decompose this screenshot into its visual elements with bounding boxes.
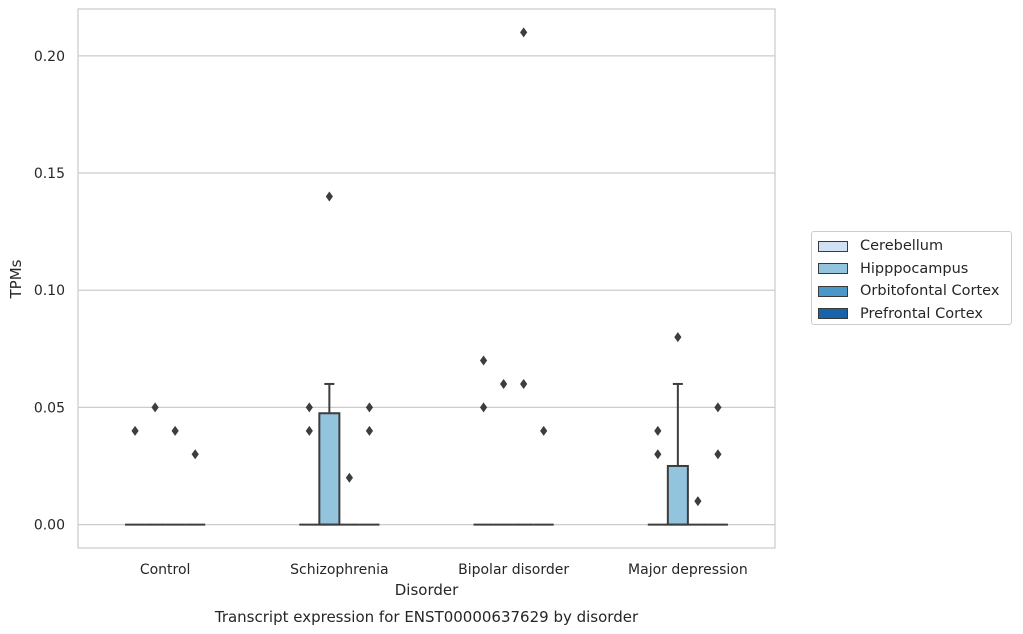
box-hipppocampus	[493, 378, 514, 526]
y-gridlines	[78, 55, 775, 526]
box-orbitofontal-cortex	[339, 472, 360, 526]
outlier-point	[365, 425, 374, 436]
legend-label: Prefrontal Cortex	[860, 305, 983, 322]
legend-item: Hipppocampus	[818, 258, 1011, 281]
legend-swatch	[818, 263, 848, 275]
box-cerebellum	[473, 355, 494, 526]
box-cerebellum	[647, 425, 668, 526]
y-tick-label: 0.20	[34, 49, 65, 65]
box-iqr	[666, 464, 689, 526]
box-prefrontal-cortex	[185, 449, 206, 526]
outlier-point	[365, 402, 374, 413]
outlier-point	[325, 191, 333, 202]
outlier-point	[479, 402, 488, 413]
box-orbitofontal-cortex	[687, 496, 708, 526]
x-axis-label: Disorder	[395, 581, 459, 599]
y-tick-labels: 0.00 0.05 0.10 0.15 0.20	[34, 49, 65, 534]
outlier-point	[131, 425, 139, 436]
outlier-point	[151, 402, 159, 413]
box-hipppocampus	[318, 191, 341, 526]
x-tick-label: Control	[140, 562, 191, 578]
legend-item: Cerebellum	[818, 235, 1011, 258]
outlier-point	[714, 402, 722, 413]
x-tick-labels: Control Schizophrenia Bipolar disorder Majo…	[140, 562, 748, 578]
outlier-point	[479, 355, 488, 366]
outlier-point	[500, 378, 508, 389]
outlier-point	[305, 402, 313, 413]
legend-label: Cerebellum	[860, 238, 944, 255]
chart-title: Transcript expression for ENST0000063762…	[214, 608, 639, 626]
y-axis-label: TPMs	[7, 259, 25, 299]
x-tick-label: Major depression	[628, 562, 748, 578]
box-orbitofontal-cortex	[513, 27, 534, 526]
legend-swatch	[818, 240, 848, 252]
y-tick-label: 0.05	[34, 400, 65, 416]
legend-label: Hipppocampus	[860, 260, 969, 277]
outlier-point	[654, 425, 662, 436]
y-tick-label: 0.00	[34, 518, 65, 534]
box-prefrontal-cortex	[707, 402, 728, 526]
legend-label: Orbitofontal Cortex	[860, 283, 1000, 300]
outlier-point	[674, 332, 682, 343]
outlier-point	[191, 449, 199, 460]
x-tick-label: Schizophrenia	[290, 562, 388, 578]
outlier-point	[714, 449, 722, 460]
legend-item: Prefrontal Cortex	[818, 303, 1011, 326]
outlier-point	[171, 425, 179, 436]
y-tick-label: 0.10	[34, 283, 65, 299]
box-hipppocampus	[145, 402, 166, 526]
box-prefrontal-cortex	[359, 402, 380, 526]
box-iqr	[318, 412, 341, 526]
box-cerebellum	[299, 402, 320, 526]
outlier-point	[345, 472, 353, 483]
y-tick-label: 0.15	[34, 166, 65, 182]
box-cerebellum	[125, 425, 146, 526]
box-prefrontal-cortex	[533, 425, 554, 526]
outlier-point	[694, 496, 702, 507]
outlier-point	[520, 27, 528, 38]
outlier-point	[540, 425, 548, 436]
outlier-point	[305, 425, 313, 436]
legend: Cerebellum Hipppocampus Orbitofontal Corte…	[811, 231, 1012, 325]
legend-item: Orbitofontal Cortex	[818, 280, 1011, 303]
box-orbitofontal-cortex	[165, 425, 186, 526]
box-hipppocampus	[666, 332, 689, 526]
outlier-point	[654, 449, 662, 460]
outlier-point	[520, 378, 528, 389]
plot-frame	[77, 8, 776, 549]
x-tick-label: Bipolar disorder	[458, 562, 569, 578]
legend-swatch	[818, 308, 848, 320]
legend-swatch	[818, 285, 848, 297]
box-groups	[125, 27, 728, 526]
